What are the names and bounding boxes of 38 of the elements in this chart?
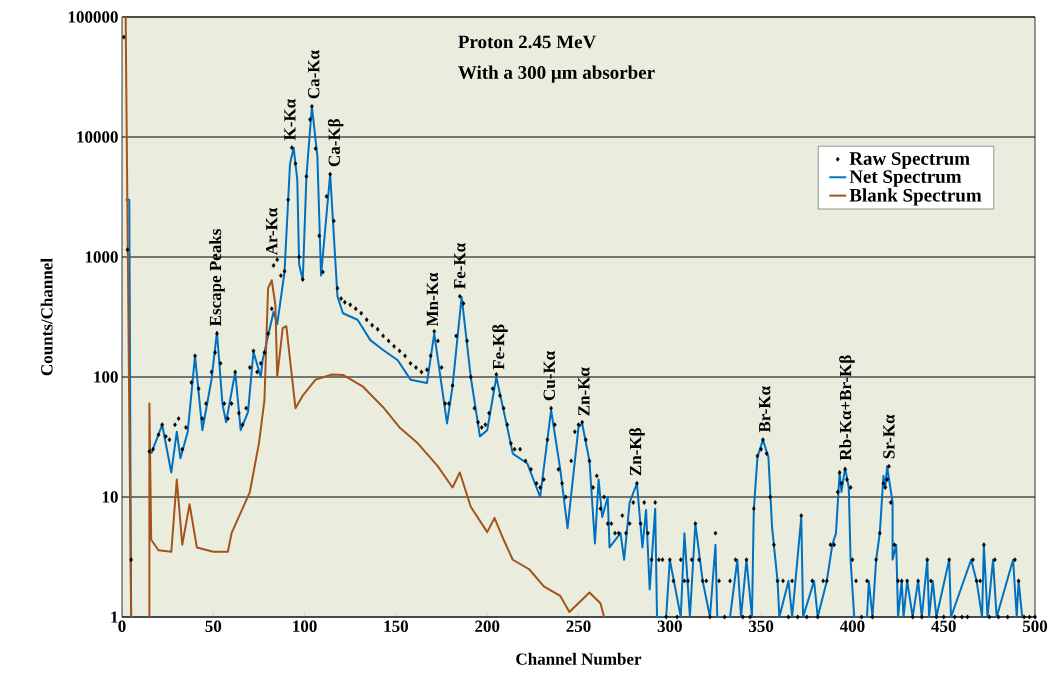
legend-label: Blank Spectrum xyxy=(849,188,982,206)
legend-label: Net Spectrum xyxy=(849,170,962,187)
y-tick-label: 1 xyxy=(111,611,118,623)
legend-label: Raw Spectrum xyxy=(849,152,970,169)
annotation: Fe-Kβ xyxy=(492,324,508,370)
x-tick-label: 400 xyxy=(839,620,865,632)
annotation: Sr-Kα xyxy=(883,414,895,459)
y-tick-label: 1000 xyxy=(85,251,118,263)
x-tick-label: 250 xyxy=(566,620,591,632)
annotation: Mn-Kα xyxy=(426,272,439,327)
annotation: Ar-Kα xyxy=(266,207,278,256)
y-axis-title: Counts/Channel xyxy=(40,258,53,376)
text: Proton 2.45 MeV xyxy=(458,35,597,49)
annotation: Zn-Kβ xyxy=(629,428,645,476)
y-tick-label: 100 xyxy=(94,371,118,383)
annotation: Escape Peaks xyxy=(209,229,225,327)
annotation: Cu-Kα xyxy=(543,351,556,401)
annotation: Zn-Kα xyxy=(578,367,590,416)
annotation: Ca-Kα xyxy=(308,50,320,99)
x-axis-title: Channel Number xyxy=(516,652,642,665)
x-tick-label: 100 xyxy=(293,620,317,632)
y-tick-label: 10000 xyxy=(77,131,118,143)
x-tick-label: 350 xyxy=(749,620,774,632)
x-tick-label: 450 xyxy=(931,620,956,632)
x-tick-label: 300 xyxy=(657,620,682,632)
x-tick-label: 0 xyxy=(118,620,126,632)
annotation: Ca-Kβ xyxy=(327,118,344,167)
text: With a 300 μm absorber xyxy=(458,65,655,83)
y-tick-label: 100000 xyxy=(68,11,118,23)
annotation: K-Kα xyxy=(284,99,296,141)
x-tick-label: 200 xyxy=(475,620,500,632)
x-tick-label: 500 xyxy=(1022,620,1048,632)
x-tick-label: 150 xyxy=(384,620,409,632)
y-tick-label: 10 xyxy=(102,491,118,503)
x-tick-label: 50 xyxy=(205,620,222,632)
annotation: Br-Kα xyxy=(759,386,771,433)
annotation: Fe-Kα xyxy=(454,243,466,289)
annotation: Rb-Kα+Br-Kβ xyxy=(839,355,855,461)
